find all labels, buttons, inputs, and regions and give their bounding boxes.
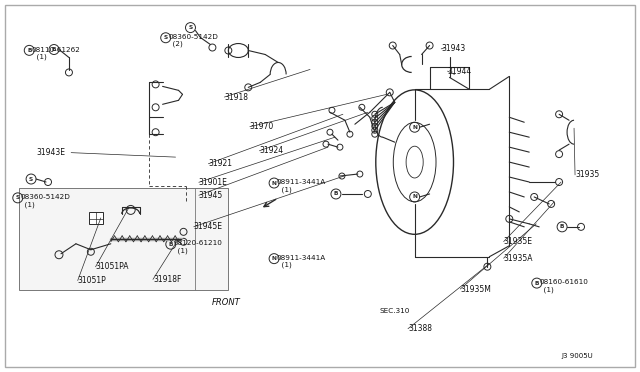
Text: 31051PA: 31051PA	[95, 262, 129, 271]
Text: 31388: 31388	[408, 324, 432, 333]
Text: 31935M: 31935M	[460, 285, 491, 294]
Text: 08160-61610
  (1): 08160-61610 (1)	[540, 279, 588, 293]
Text: 31924: 31924	[259, 146, 284, 155]
Text: B: B	[27, 48, 31, 53]
Text: 08911-3441A
  (1): 08911-3441A (1)	[276, 255, 326, 268]
Text: 31945: 31945	[199, 191, 223, 200]
Text: 31051P: 31051P	[77, 276, 106, 285]
Text: 31918: 31918	[225, 93, 248, 102]
Text: B: B	[168, 242, 173, 247]
Text: 08120-61210
  (1): 08120-61210 (1)	[173, 240, 222, 254]
Text: SEC.310: SEC.310	[380, 308, 410, 314]
Text: J3 9005U: J3 9005U	[561, 353, 593, 359]
Text: 31935: 31935	[575, 170, 599, 179]
Text: 31943E: 31943E	[36, 148, 65, 157]
Text: S: S	[16, 195, 20, 201]
Text: B: B	[52, 47, 56, 52]
Text: N: N	[412, 125, 417, 130]
Text: S: S	[164, 35, 168, 40]
Bar	[19, 188, 228, 290]
Text: N: N	[412, 195, 417, 199]
Text: 08360-5142D
  (1): 08360-5142D (1)	[20, 194, 70, 208]
Text: 31918F: 31918F	[153, 275, 181, 284]
Text: 31921: 31921	[209, 159, 232, 168]
Text: N: N	[271, 256, 276, 261]
Text: 31970: 31970	[250, 122, 274, 131]
Text: 31944: 31944	[447, 67, 472, 76]
Text: B: B	[560, 224, 564, 230]
Text: 31945E: 31945E	[194, 222, 223, 231]
Text: 31935E: 31935E	[504, 237, 532, 246]
Text: 08911-3441A
  (1): 08911-3441A (1)	[276, 179, 326, 193]
Text: S: S	[188, 25, 193, 30]
Text: 31943: 31943	[441, 44, 465, 53]
Text: S: S	[29, 177, 33, 182]
Text: 08360-5142D
  (2): 08360-5142D (2)	[168, 34, 218, 48]
Text: 08110-61262
  (1): 08110-61262 (1)	[32, 46, 81, 60]
Text: 31901E: 31901E	[199, 178, 228, 187]
Text: 31935A: 31935A	[504, 254, 533, 263]
Text: B: B	[534, 280, 539, 286]
Text: N: N	[271, 180, 276, 186]
Bar	[89, 212, 103, 224]
Text: B: B	[333, 192, 338, 196]
Text: FRONT: FRONT	[212, 298, 241, 307]
